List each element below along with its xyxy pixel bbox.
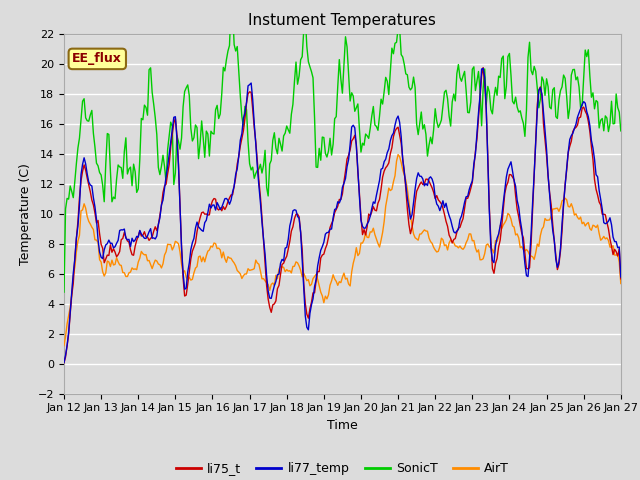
Legend: li75_t, li77_temp, SonicT, AirT: li75_t, li77_temp, SonicT, AirT xyxy=(171,457,514,480)
Title: Instument Temperatures: Instument Temperatures xyxy=(248,13,436,28)
Text: EE_flux: EE_flux xyxy=(72,52,122,65)
Y-axis label: Temperature (C): Temperature (C) xyxy=(19,163,32,264)
X-axis label: Time: Time xyxy=(327,419,358,432)
